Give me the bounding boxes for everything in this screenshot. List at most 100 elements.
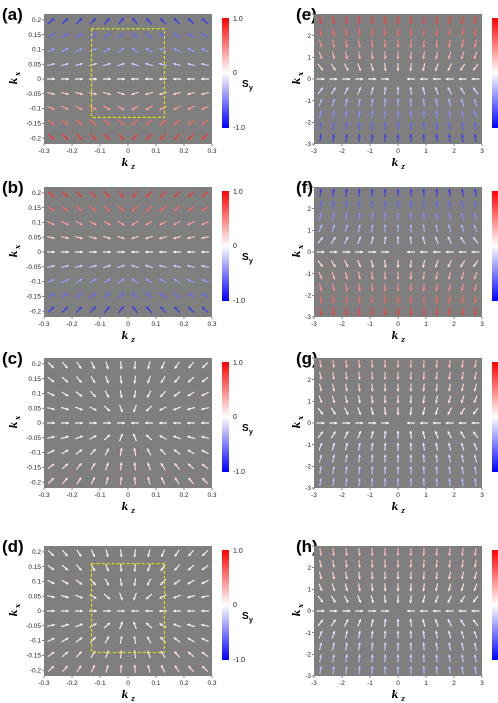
vector-arrow xyxy=(329,609,338,613)
vector-arrow xyxy=(460,619,466,627)
arrow-head xyxy=(79,407,83,411)
vector-arrow xyxy=(118,190,124,198)
panel-label: (d) xyxy=(2,537,24,556)
arrow-head xyxy=(106,582,110,586)
arrow-head xyxy=(383,312,387,316)
arrow-head xyxy=(383,588,387,592)
arrow-head xyxy=(383,134,387,137)
arrow-head xyxy=(473,212,477,216)
vector-arrow xyxy=(61,220,69,226)
vector-arrow xyxy=(90,375,96,384)
arrow-head xyxy=(160,650,164,654)
arrow-head xyxy=(396,110,400,114)
vector-arrow xyxy=(409,188,413,197)
arrow-head xyxy=(173,264,177,268)
arrow-head xyxy=(319,276,323,280)
vector-arrow xyxy=(332,212,336,221)
panel-label: (c) xyxy=(2,349,23,368)
vector-arrow xyxy=(117,91,125,96)
arrow-head xyxy=(396,654,400,657)
vector-arrow xyxy=(435,134,439,143)
arrow-head xyxy=(473,224,477,228)
vector-arrow xyxy=(160,476,166,485)
vector-arrow xyxy=(370,407,375,416)
vector-arrow xyxy=(357,27,361,36)
arrow-head xyxy=(473,619,476,623)
vector-arrow xyxy=(318,98,323,107)
x-tick-label: 0.2 xyxy=(179,148,188,155)
arrow-head xyxy=(406,421,410,425)
arrow-head xyxy=(201,278,205,282)
arrow-head xyxy=(319,312,323,316)
arrow-head xyxy=(435,454,439,458)
arrow-head xyxy=(107,434,110,438)
arrow-head xyxy=(460,588,464,592)
vector-arrow xyxy=(118,133,124,141)
vector-arrow xyxy=(460,431,466,439)
arrow-head xyxy=(64,553,68,557)
arrow-head xyxy=(383,288,387,292)
arrow-head xyxy=(133,621,136,625)
arrow-head xyxy=(409,588,413,592)
arrow-head xyxy=(447,388,451,392)
vector-arrow xyxy=(383,307,387,316)
y-tick-label: 0 xyxy=(37,76,41,83)
arrow-head xyxy=(187,435,191,439)
arrow-head xyxy=(64,306,68,310)
arrow-head xyxy=(131,222,135,226)
arrow-head xyxy=(132,208,136,212)
vector-arrow xyxy=(370,442,374,451)
vector-arrow xyxy=(370,466,374,475)
vector-arrow xyxy=(460,51,465,60)
arrow-head xyxy=(320,67,323,71)
arrow-head xyxy=(107,48,111,51)
arrow-head xyxy=(383,377,387,380)
arrow-head xyxy=(119,568,123,572)
vector-arrow xyxy=(370,122,374,131)
vector-arrow xyxy=(344,583,349,592)
vector-arrow xyxy=(89,609,97,613)
arrow-head xyxy=(319,553,323,556)
arrow-head xyxy=(409,236,413,239)
vector-arrow xyxy=(75,220,83,226)
arrow-head xyxy=(332,236,336,240)
arrow-head xyxy=(64,665,68,669)
arrow-head xyxy=(334,609,338,613)
vector-arrow xyxy=(47,579,55,585)
vector-arrow xyxy=(105,462,109,471)
vector-arrow xyxy=(104,133,110,141)
x-tick-label: 0.3 xyxy=(207,148,216,155)
vector-arrow xyxy=(200,236,210,240)
y-tick-label: -0.1 xyxy=(30,450,42,457)
vector-arrow xyxy=(409,86,413,95)
vector-arrow xyxy=(422,371,426,380)
colorbar-tick-label: 1.0 xyxy=(233,360,243,367)
vector-arrow xyxy=(187,205,195,212)
vector-arrow xyxy=(133,462,137,471)
vector-arrow xyxy=(89,250,97,254)
arrow-head xyxy=(108,250,111,254)
vector-arrow xyxy=(445,421,454,425)
arrow-head xyxy=(159,435,163,439)
vector-arrow xyxy=(145,250,153,254)
arrow-head xyxy=(332,276,336,280)
arrow-head xyxy=(370,565,374,568)
y-tick-label: -0.05 xyxy=(26,91,41,98)
arrow-head xyxy=(173,609,176,613)
arrow-head xyxy=(419,609,423,613)
arrow-head xyxy=(64,365,68,369)
vector-arrow xyxy=(117,47,125,53)
vector-arrow xyxy=(344,547,349,556)
vector-arrow xyxy=(447,283,451,292)
arrow-head xyxy=(383,200,387,204)
arrow-head xyxy=(396,365,400,368)
vector-arrow xyxy=(422,466,426,475)
arrow-head xyxy=(447,110,451,114)
arrow-head xyxy=(93,48,97,51)
arrow-head xyxy=(65,264,69,268)
vector-arrow xyxy=(473,110,478,119)
vector-arrow xyxy=(396,212,400,221)
arrow-head xyxy=(319,654,323,658)
vector-arrow xyxy=(435,371,439,380)
arrow-head xyxy=(345,44,349,48)
